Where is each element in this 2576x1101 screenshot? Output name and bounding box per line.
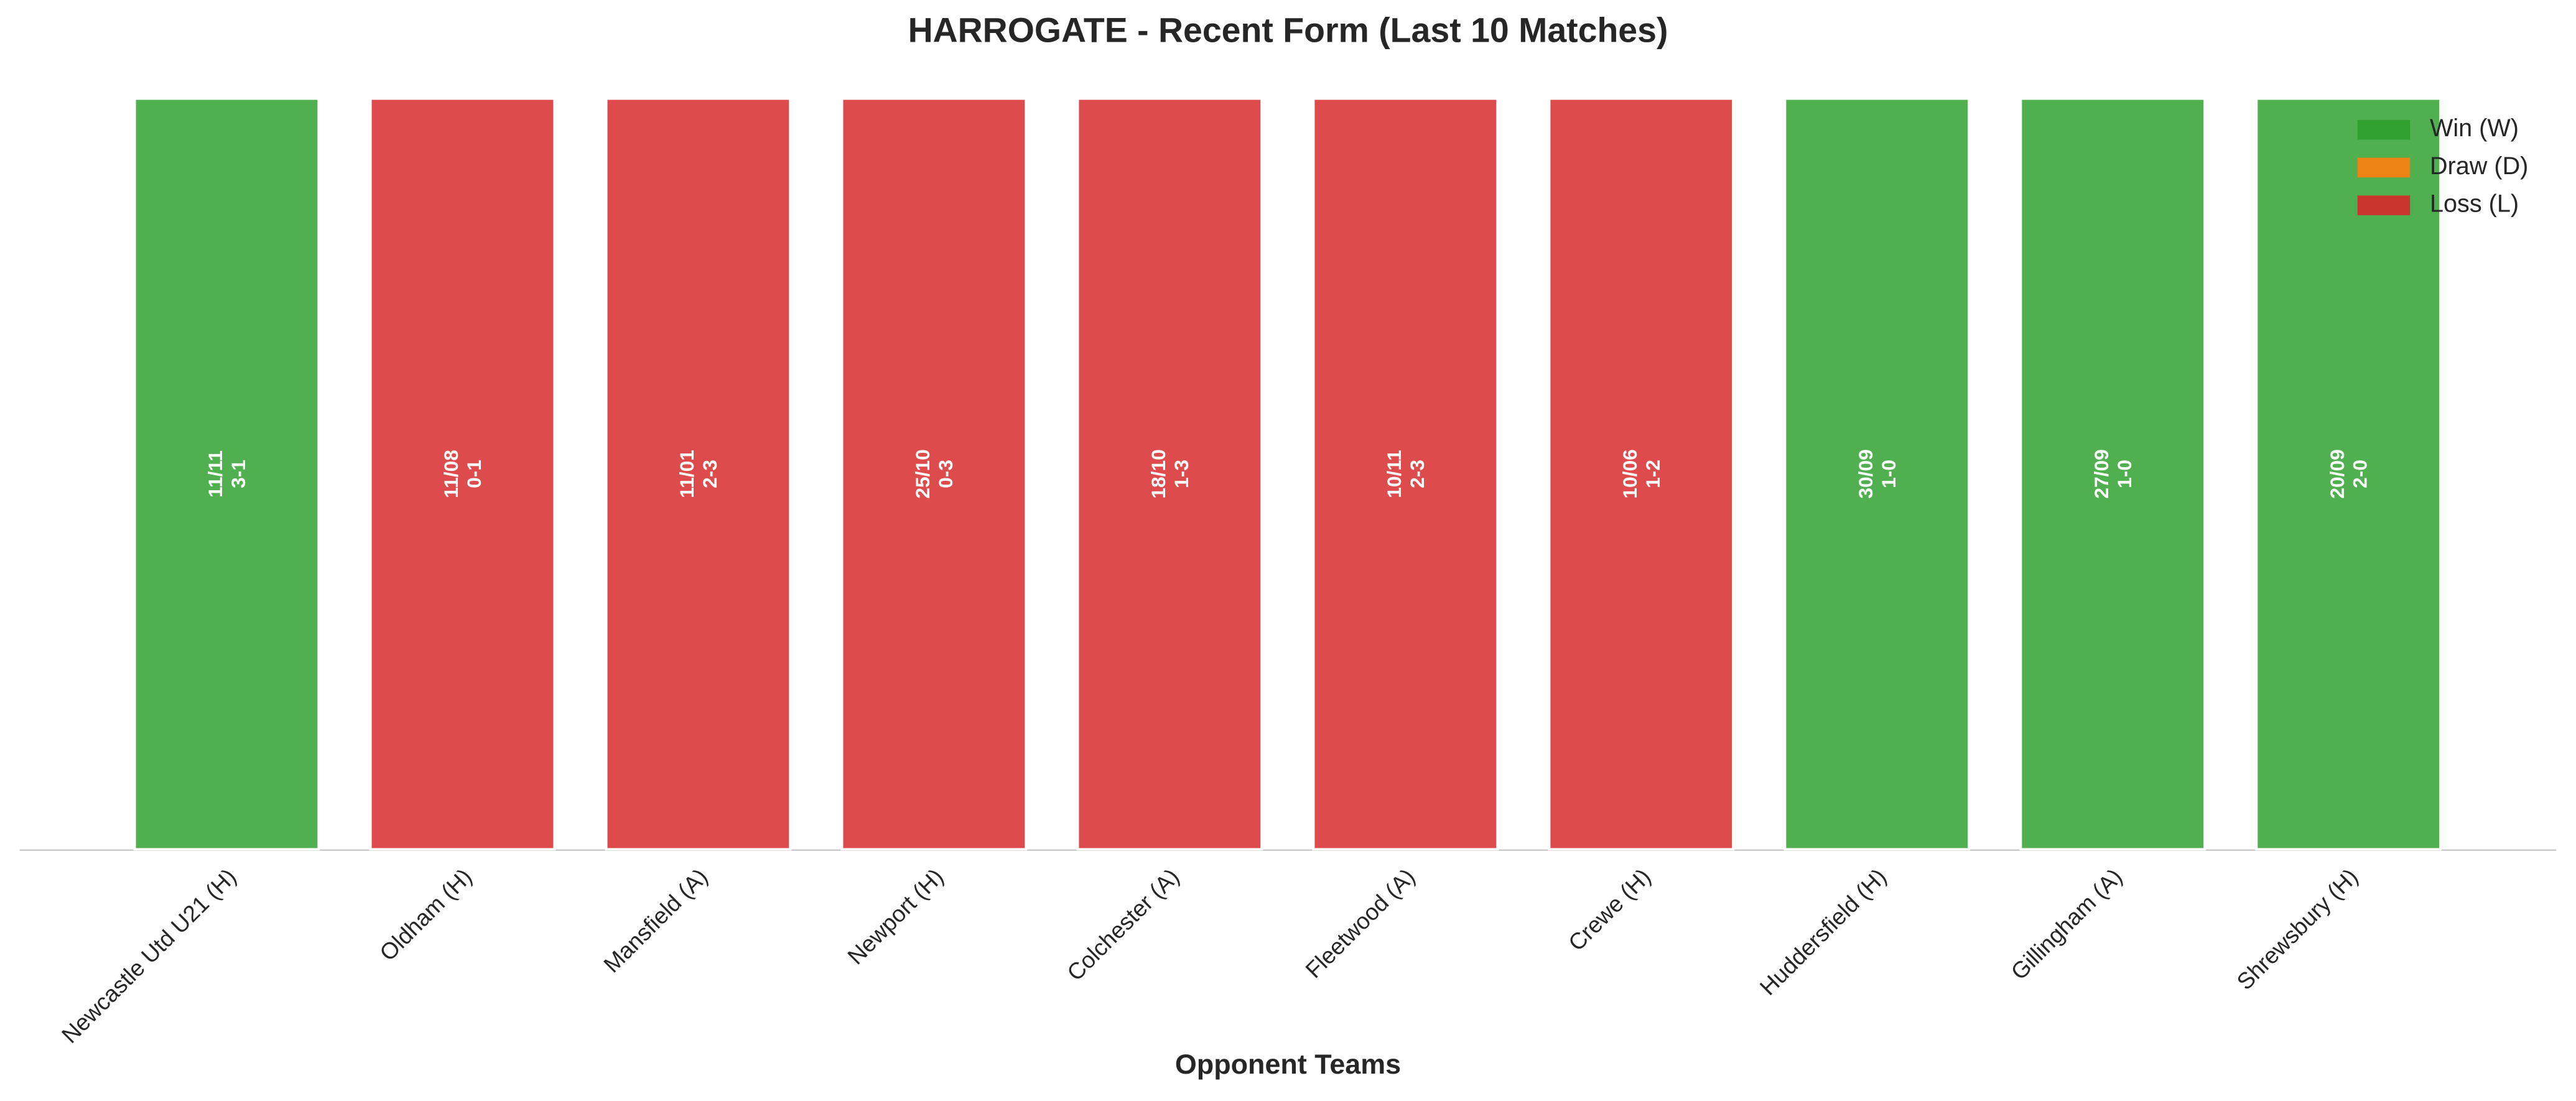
bar	[2019, 97, 2206, 851]
x-tick-label: Colchester (A)	[1062, 864, 1184, 986]
x-tick-label: Huddersfield (H)	[1755, 864, 1891, 1000]
x-tick-label: Gillingham (A)	[2006, 864, 2127, 985]
x-tick-label: Newcastle Utd U21 (H)	[57, 864, 241, 1048]
legend-label: Draw (D)	[2430, 152, 2528, 180]
bar-date-label: 11/01	[676, 450, 698, 498]
bar-score-label: 2-0	[2349, 460, 2371, 488]
legend-swatch	[2357, 119, 2411, 140]
bar-date-label: 10/06	[1619, 449, 1641, 498]
bar-date-label: 25/10	[911, 449, 934, 498]
bar-date-label: 11/08	[440, 450, 462, 498]
x-tick-label: Oldham (H)	[374, 864, 477, 966]
bar	[369, 97, 556, 851]
bar	[840, 97, 1028, 851]
x-tick-label: Newport (H)	[843, 864, 949, 970]
x-axis-label: Opponent Teams	[1175, 1048, 1401, 1080]
bar-date-label: 27/09	[2090, 449, 2113, 498]
bar-score-label: 1-2	[1642, 460, 1664, 488]
bar-date-label: 20/09	[2326, 449, 2348, 498]
chart-title: HARROGATE - Recent Form (Last 10 Matches…	[908, 11, 1668, 49]
bar	[133, 97, 320, 851]
x-tick-label: Fleetwood (A)	[1301, 864, 1420, 983]
bar-score-label: 2-3	[1406, 460, 1428, 488]
bar-score-label: 0-3	[934, 460, 957, 488]
legend-label: Loss (L)	[2430, 190, 2519, 218]
bar-score-label: 1-0	[1877, 460, 1900, 488]
bar	[1312, 97, 1499, 851]
legend-swatch	[2357, 195, 2411, 215]
bar-date-label: 18/10	[1147, 449, 1169, 498]
bar-date-label: 11/11	[204, 450, 226, 498]
legend-label: Win (W)	[2430, 114, 2519, 142]
bar-score-label: 1-3	[1170, 460, 1193, 488]
bar	[605, 97, 792, 851]
x-tick-label: Crewe (H)	[1563, 864, 1655, 956]
bar	[2255, 97, 2442, 851]
bar	[1076, 97, 1263, 851]
x-tick-label: Shrewsbury (H)	[2232, 864, 2363, 995]
bar-score-label: 3-1	[227, 460, 249, 488]
x-tick-label: Mansfield (A)	[599, 864, 713, 978]
bar-score-label: 0-1	[463, 460, 485, 488]
bar	[1783, 97, 1971, 851]
bar-score-label: 1-0	[2113, 460, 2136, 488]
bar-date-label: 30/09	[1854, 449, 1877, 498]
bar-score-label: 2-3	[699, 460, 721, 488]
bar-date-label: 10/11	[1383, 450, 1405, 498]
legend-swatch	[2357, 157, 2411, 178]
bar	[1548, 97, 1735, 851]
